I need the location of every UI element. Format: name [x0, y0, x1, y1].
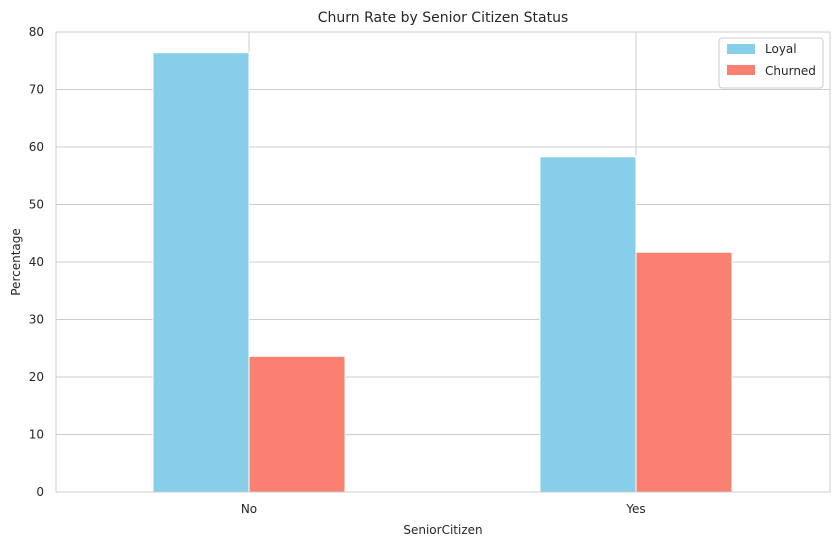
y-tick-label: 20 — [29, 370, 44, 384]
legend: Loyal Churned — [718, 37, 824, 89]
y-tick-label: 30 — [29, 313, 44, 327]
y-tick-label: 60 — [29, 140, 44, 154]
y-tick-label: 50 — [29, 198, 44, 212]
y-axis-label: Percentage — [9, 228, 23, 296]
bar-churned-yes — [635, 251, 733, 493]
bar-loyal-no — [152, 52, 250, 493]
y-tick-label: 80 — [29, 25, 44, 39]
bars-layer — [152, 52, 733, 493]
plot-frame — [55, 31, 831, 493]
bar-loyal-yes — [539, 156, 637, 493]
y-tick-label: 0 — [36, 485, 44, 499]
x-tick-label-yes: Yes — [625, 502, 645, 516]
legend-swatch-churned — [727, 65, 755, 75]
legend-label-loyal: Loyal — [765, 42, 797, 56]
x-tick-labels: No Yes — [241, 502, 646, 516]
x-tick-label-no: No — [241, 502, 257, 516]
legend-swatch-loyal — [727, 44, 755, 54]
y-tick-label: 40 — [29, 255, 44, 269]
x-axis-label: SeniorCitizen — [403, 523, 482, 537]
y-tick-label: 70 — [29, 83, 44, 97]
bar-churned-no — [248, 355, 346, 493]
legend-label-churned: Churned — [765, 64, 816, 78]
y-tick-labels: 0 10 20 30 40 50 60 70 80 — [29, 25, 44, 499]
y-tick-label: 10 — [29, 428, 44, 442]
chart-title: Churn Rate by Senior Citizen Status — [318, 10, 569, 26]
